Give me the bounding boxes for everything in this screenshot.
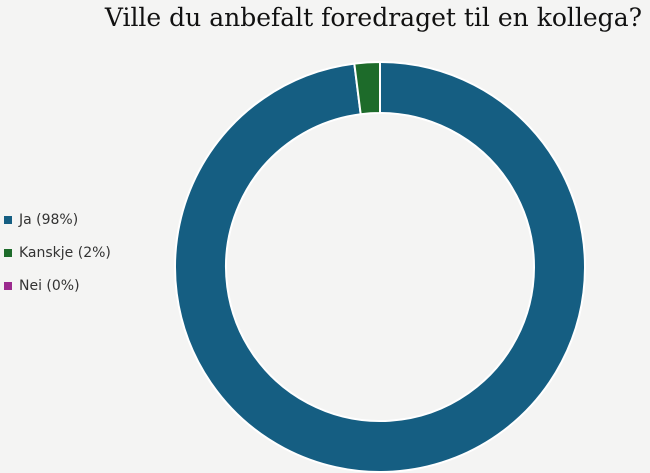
donut-slice	[174, 60, 586, 473]
legend-label: Ja (98%)	[18, 212, 78, 228]
legend-swatch	[4, 216, 12, 224]
legend-label: Nei (0%)	[19, 278, 80, 294]
chart-title: Ville du anbefalt foredraget til en koll…	[104, 3, 642, 32]
legend-label: Kanskje (2%)	[19, 245, 111, 261]
legend-swatch	[4, 282, 12, 290]
legend-swatch	[4, 249, 12, 257]
